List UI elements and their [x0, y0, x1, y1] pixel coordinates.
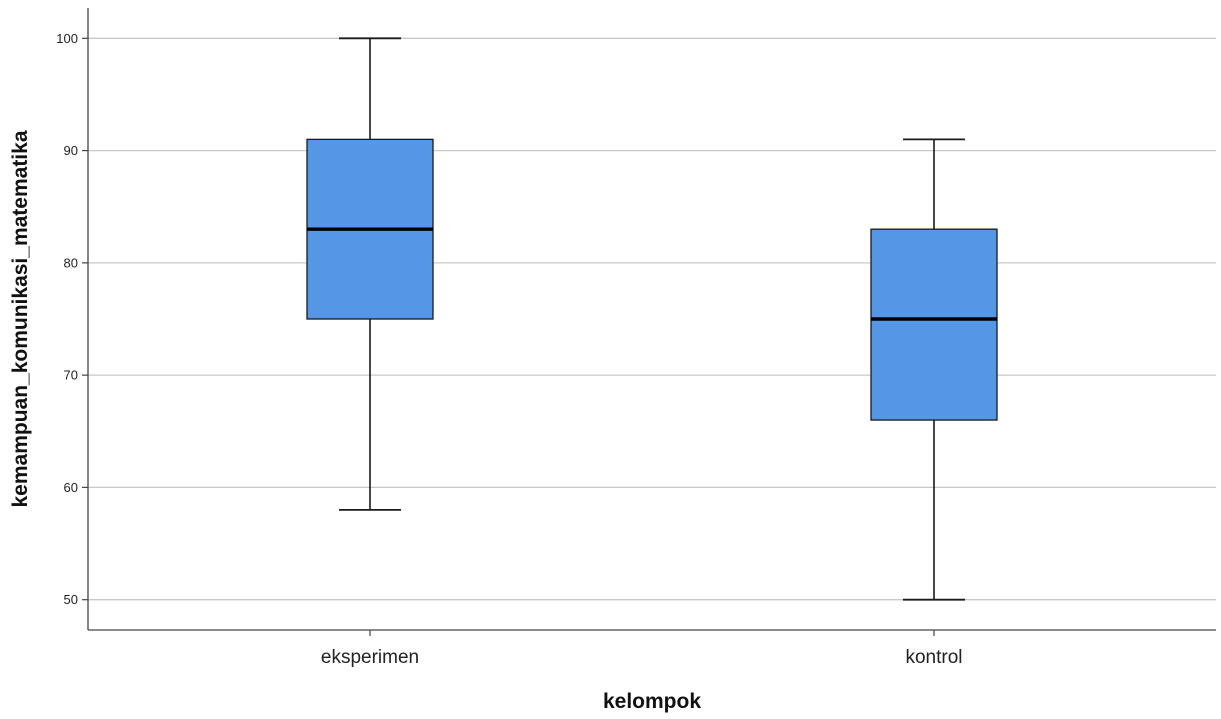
- y-tick-label: 90: [64, 143, 78, 158]
- x-tick-label: kontrol: [905, 647, 962, 668]
- y-tick-label: 100: [56, 31, 78, 46]
- iqr-box: [870, 228, 998, 421]
- y-tick-label: 80: [64, 255, 78, 270]
- grid-lines: [88, 37, 1216, 601]
- box-kontrol: [870, 138, 998, 601]
- y-axis-ticks: 50 60 70 80 90 100: [56, 31, 88, 607]
- box-eksperimen: [306, 37, 434, 511]
- y-tick-label: 70: [64, 368, 78, 383]
- y-tick-label: 50: [64, 592, 78, 607]
- x-axis-ticks: eksperimen kontrol: [321, 630, 963, 668]
- x-axis-title: kelompok: [603, 690, 701, 713]
- x-tick-label: eksperimen: [321, 647, 419, 668]
- y-axis-title: kemampuan_komunikasi_matematika: [9, 130, 32, 507]
- box-series: [306, 37, 998, 601]
- y-tick-label: 60: [64, 480, 78, 495]
